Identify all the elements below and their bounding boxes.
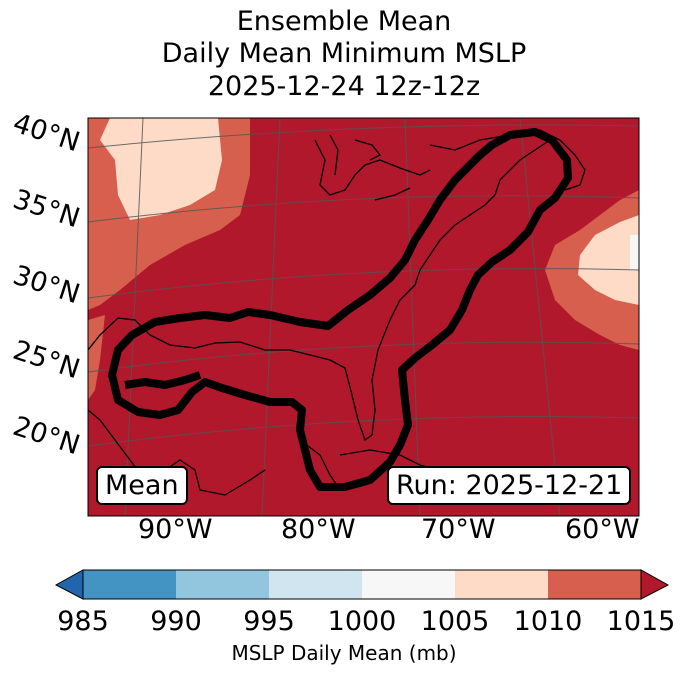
colorbar-tick-995: 995 [243,606,295,637]
coastline-lake-michigan [329,134,339,176]
colorbar-extend-max [640,569,670,600]
colorbar-tick-1015: 1015 [606,606,676,637]
field-region-east-white [630,235,639,270]
coastline-yucatan [299,439,341,491]
map-frame [87,117,640,517]
graticule [88,118,639,516]
map-field [88,118,639,516]
colorbar-tick-1010: 1010 [513,606,583,637]
lon-label-70w: 70°W [421,514,496,545]
parallel-20n [88,416,639,447]
coastline-gulf-atlantic [88,139,551,442]
meridian-70w [404,118,421,516]
colorbar-label: MSLP Daily Mean (mb) [231,641,457,665]
colorbar-tick-990: 990 [150,606,202,637]
title-line-2: Daily Mean Minimum MSLP [161,38,527,69]
colorbar-segment-1010 [548,570,641,599]
colorbar-segment-995 [269,570,362,599]
run-date-tag: Run: 2025-12-21 [387,466,632,505]
parallel-25n [88,341,639,373]
lon-label-80w: 80°W [281,514,356,545]
colorbar-segment-1005 [455,570,548,599]
field-region-southwest-1010 [88,315,105,400]
colorbar-segment-990 [176,570,269,599]
field-region-east-1005 [578,215,639,305]
meridian-90w [124,118,144,516]
coastline-lake-huron [354,139,382,161]
probability-contour [108,128,572,491]
colorbar-tick-985: 985 [57,606,109,637]
colorbar-tick-1000: 1000 [327,606,397,637]
title-line-3: 2025-12-24 12z-12z [207,71,481,102]
colorbar-tick-1005: 1005 [420,606,490,637]
lon-label-60w: 60°W [565,514,640,545]
colorbar [54,569,670,600]
lon-label-90w: 90°W [138,514,213,545]
probability-contour-inner [124,371,202,389]
colorbar-extend-min [54,569,84,600]
parallel-40n [88,124,639,149]
meridian-60w [519,118,561,516]
parallel-35n [88,195,639,223]
mean-tag: Mean [96,466,188,505]
coastline-great-lakes [314,139,431,196]
colorbar-segment-1000 [362,570,455,599]
colorbar-frame [82,569,642,600]
colorbar-segment-985 [83,570,176,599]
coastline-lake-erie [374,187,411,201]
parallel-30n [88,268,639,299]
coastline-mexico [88,409,266,496]
title-line-1: Ensemble Mean [236,6,452,37]
